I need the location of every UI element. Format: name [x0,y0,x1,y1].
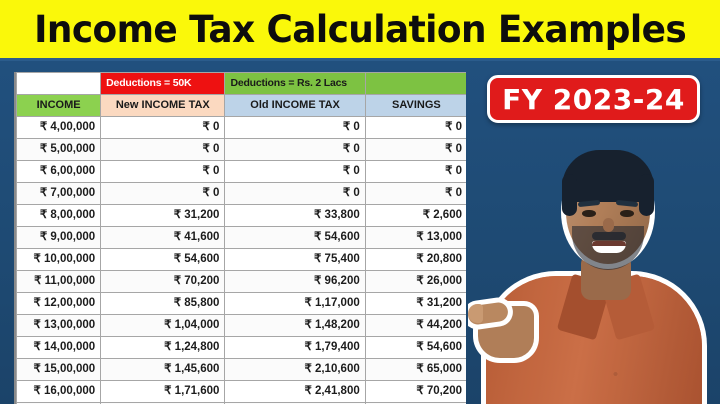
presenter-pointing-finger-tip [468,304,483,323]
cell-new-tax: ₹ 0 [100,160,226,183]
cell-new-tax: ₹ 0 [100,138,226,161]
cell-old-tax: ₹ 2,41,800 [224,380,366,403]
cell-savings: ₹ 0 [364,160,466,183]
cell-new-tax: ₹ 0 [100,182,226,205]
cell-savings: ₹ 0 [364,116,466,139]
table-row: ₹ 6,00,000 ₹ 0 ₹ 0 ₹ 0 [16,160,466,183]
cell-income: ₹ 6,00,000 [16,160,102,183]
fy-badge-label: FY 2023-24 [502,82,685,116]
cell-new-tax: ₹ 1,04,000 [100,314,226,337]
column-header-income: INCOME [16,94,102,117]
cell-savings: ₹ 54,600 [364,336,466,359]
cell-new-tax: ₹ 2,02,800 [100,402,226,404]
table-row: ₹ 12,00,000 ₹ 85,800 ₹ 1,17,000 ₹ 31,200 [16,292,466,315]
table-row: ₹ 9,00,000 ₹ 41,600 ₹ 54,600 ₹ 13,000 [16,226,466,249]
table-row: ₹ 14,00,000 ₹ 1,24,800 ₹ 1,79,400 ₹ 54,600 [16,336,466,359]
group-header-blank-income [16,72,102,95]
cell-new-tax: ₹ 54,600 [100,248,226,271]
cell-old-tax: ₹ 0 [224,116,366,139]
table-row: ₹ 17,00,000₹ 2,02,800₹ 2,73,000₹ 70,200 [16,402,466,404]
table-row: ₹ 7,00,000 ₹ 0 ₹ 0 ₹ 0 [16,182,466,205]
presenter-eye-right [620,210,634,217]
presenter-hair-right [639,174,654,216]
cell-income: ₹ 7,00,000 [16,182,102,205]
cell-savings: ₹ 13,000 [364,226,466,249]
table-header: Deductions = 50K Deductions = Rs. 2 Lacs… [16,72,466,117]
cell-new-tax: ₹ 41,600 [100,226,226,249]
cell-savings: ₹ 31,200 [364,292,466,315]
table-row: ₹ 8,00,000 ₹ 31,200 ₹ 33,800 ₹ 2,600 [16,204,466,227]
cell-new-tax: ₹ 1,71,600 [100,380,226,403]
presenter-moustache [592,232,626,240]
table-row: ₹ 11,00,000 ₹ 70,200 ₹ 96,200 ₹ 26,000 [16,270,466,293]
background-top-divider [0,58,720,61]
cell-old-tax: ₹ 0 [224,160,366,183]
presenter-hair [562,150,654,202]
cell-old-tax: ₹ 0 [224,138,366,161]
cell-income: ₹ 13,00,000 [16,314,102,337]
cell-income: ₹ 10,00,000 [16,248,102,271]
group-header-new-regime: Deductions = 50K [100,72,226,95]
cell-savings: ₹ 70,200 [364,402,466,404]
cell-old-tax: ₹ 1,79,400 [224,336,366,359]
table-row: ₹ 13,00,000 ₹ 1,04,000 ₹ 1,48,200 ₹ 44,200 [16,314,466,337]
table-group-header-row: Deductions = 50K Deductions = Rs. 2 Lacs [16,72,466,95]
column-header-new-tax: New INCOME TAX [100,94,226,117]
cell-income: ₹ 14,00,000 [16,336,102,359]
cell-new-tax: ₹ 85,800 [100,292,226,315]
cell-income: ₹ 4,00,000 [16,116,102,139]
column-header-old-tax: Old INCOME TAX [224,94,366,117]
group-header-old-regime: Deductions = Rs. 2 Lacs [224,72,366,95]
cell-income: ₹ 12,00,000 [16,292,102,315]
cell-income: ₹ 5,00,000 [16,138,102,161]
cell-new-tax: ₹ 70,200 [100,270,226,293]
cell-savings: ₹ 26,000 [364,270,466,293]
table-row: ₹ 10,00,000 ₹ 54,600 ₹ 75,400 ₹ 20,800 [16,248,466,271]
presenter-hair-left [562,174,577,216]
cell-savings: ₹ 0 [364,182,466,205]
table-body: ₹ 4,00,000 ₹ 0 ₹ 0 ₹ 0 ₹ 5,00,000 ₹ 0 ₹ 0 ₹ 0 ₹ … [16,116,466,404]
column-header-savings: SAVINGS [364,94,466,117]
cell-savings: ₹ 65,000 [364,358,466,381]
cell-income: ₹ 16,00,000 [16,380,102,403]
table-row: ₹ 15,00,000 ₹ 1,45,600 ₹ 2,10,600 ₹ 65,000 [16,358,466,381]
cell-new-tax: ₹ 0 [100,116,226,139]
cell-old-tax: ₹ 1,17,000 [224,292,366,315]
page-title: Income Tax Calculation Examples [33,7,687,51]
cell-old-tax: ₹ 0 [224,182,366,205]
presenter-nose [603,218,614,232]
cell-savings: ₹ 0 [364,138,466,161]
presenter-photo [468,128,720,404]
cell-savings: ₹ 20,800 [364,248,466,271]
cell-new-tax: ₹ 31,200 [100,204,226,227]
table-row: ₹ 5,00,000 ₹ 0 ₹ 0 ₹ 0 [16,138,466,161]
cell-income: ₹ 11,00,000 [16,270,102,293]
cell-new-tax: ₹ 1,24,800 [100,336,226,359]
tax-comparison-table: Deductions = 50K Deductions = Rs. 2 Lacs… [16,72,466,404]
table-column-header-row: INCOME New INCOME TAX Old INCOME TAX SAV… [16,94,466,117]
cell-income: ₹ 8,00,000 [16,204,102,227]
cell-old-tax: ₹ 2,10,600 [224,358,366,381]
cell-savings: ₹ 2,600 [364,204,466,227]
presenter-eye-left [582,210,596,217]
table-row: ₹ 16,00,000 ₹ 1,71,600 ₹ 2,41,800 ₹ 70,200 [16,380,466,403]
cell-savings: ₹ 44,200 [364,314,466,337]
cell-savings: ₹ 70,200 [364,380,466,403]
cell-income: ₹ 15,00,000 [16,358,102,381]
cell-income: ₹ 9,00,000 [16,226,102,249]
table-row: ₹ 4,00,000 ₹ 0 ₹ 0 ₹ 0 [16,116,466,139]
cell-old-tax: ₹ 96,200 [224,270,366,293]
cell-new-tax: ₹ 1,45,600 [100,358,226,381]
tax-comparison-table-container: Deductions = 50K Deductions = Rs. 2 Lacs… [14,72,466,404]
title-banner: Income Tax Calculation Examples [0,0,720,58]
fy-badge: FY 2023-24 [487,75,700,123]
group-header-blank-savings [364,72,466,95]
cell-old-tax: ₹ 33,800 [224,204,366,227]
cell-old-tax: ₹ 54,600 [224,226,366,249]
cell-old-tax: ₹ 75,400 [224,248,366,271]
cell-old-tax: ₹ 1,48,200 [224,314,366,337]
presenter-mouth-shadow [592,241,626,246]
